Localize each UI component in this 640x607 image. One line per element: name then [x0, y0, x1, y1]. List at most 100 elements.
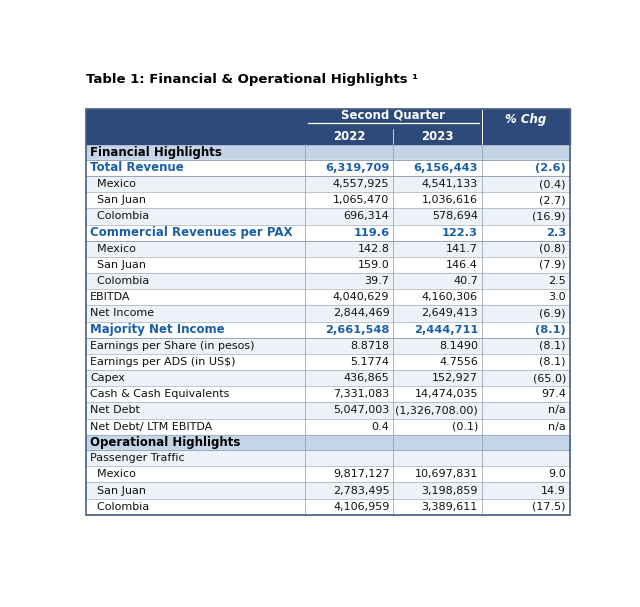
Text: 2,444,711: 2,444,711: [413, 325, 478, 334]
Text: 4,040,629: 4,040,629: [333, 293, 389, 302]
Text: 4.7556: 4.7556: [439, 357, 478, 367]
Text: Colombia: Colombia: [90, 211, 149, 222]
Text: 3.0: 3.0: [548, 293, 566, 302]
Bar: [86, 402, 570, 419]
Text: Table 1: Financial & Operational Highlights ¹: Table 1: Financial & Operational Highlig…: [86, 73, 419, 86]
Text: n/a: n/a: [548, 405, 566, 415]
Bar: [86, 109, 570, 129]
Text: Mexico: Mexico: [90, 244, 136, 254]
Text: (2.6): (2.6): [535, 163, 566, 173]
Text: 14.9: 14.9: [541, 486, 566, 495]
Text: 1,036,616: 1,036,616: [422, 195, 478, 205]
Bar: [86, 498, 570, 515]
Bar: [86, 109, 570, 515]
Bar: [86, 354, 570, 370]
Text: Total Revenue: Total Revenue: [90, 161, 184, 174]
Text: Passenger Traffic: Passenger Traffic: [90, 453, 185, 463]
Bar: [86, 225, 570, 241]
Text: 6,156,443: 6,156,443: [413, 163, 478, 173]
Text: 696,314: 696,314: [344, 211, 389, 222]
Text: Mexico: Mexico: [90, 179, 136, 189]
Text: 2.3: 2.3: [546, 228, 566, 237]
Bar: [86, 192, 570, 208]
Text: 2,844,469: 2,844,469: [333, 308, 389, 319]
Text: Net Debt/ LTM EBITDA: Net Debt/ LTM EBITDA: [90, 422, 212, 432]
Text: Net Debt: Net Debt: [90, 405, 140, 415]
Text: 0.4: 0.4: [372, 422, 389, 432]
Text: % Chg: % Chg: [505, 112, 547, 126]
Bar: [86, 160, 570, 176]
Text: San Juan: San Juan: [90, 486, 146, 495]
Text: (65.0): (65.0): [532, 373, 566, 383]
Text: 141.7: 141.7: [446, 244, 478, 254]
Bar: [86, 386, 570, 402]
Text: Commercial Revenues per PAX: Commercial Revenues per PAX: [90, 226, 292, 239]
Text: (8.1): (8.1): [540, 341, 566, 351]
Text: 14,474,035: 14,474,035: [415, 389, 478, 399]
Text: Net Income: Net Income: [90, 308, 154, 319]
Text: Financial Highlights: Financial Highlights: [90, 146, 222, 158]
Text: (1,326,708.00): (1,326,708.00): [395, 405, 478, 415]
Text: 578,694: 578,694: [432, 211, 478, 222]
Bar: [86, 419, 570, 435]
Text: San Juan: San Juan: [90, 195, 146, 205]
Bar: [86, 144, 570, 160]
Text: 9,817,127: 9,817,127: [333, 469, 389, 480]
Text: n/a: n/a: [548, 422, 566, 432]
Bar: [86, 483, 570, 498]
Text: (2.7): (2.7): [540, 195, 566, 205]
Text: Colombia: Colombia: [90, 276, 149, 286]
Bar: [86, 129, 570, 144]
Text: (0.1): (0.1): [452, 422, 478, 432]
Bar: [86, 257, 570, 273]
Text: 4,541,133: 4,541,133: [422, 179, 478, 189]
Text: 146.4: 146.4: [446, 260, 478, 270]
Text: San Juan: San Juan: [90, 260, 146, 270]
Text: 4,160,306: 4,160,306: [422, 293, 478, 302]
Bar: [86, 208, 570, 225]
Text: (17.5): (17.5): [532, 502, 566, 512]
Text: EBITDA: EBITDA: [90, 293, 131, 302]
Text: 4,557,925: 4,557,925: [333, 179, 389, 189]
Text: 2,661,548: 2,661,548: [325, 325, 389, 334]
Text: 142.8: 142.8: [357, 244, 389, 254]
Bar: [86, 273, 570, 289]
Text: 97.4: 97.4: [541, 389, 566, 399]
Text: Cash & Cash Equivalents: Cash & Cash Equivalents: [90, 389, 230, 399]
Bar: [86, 450, 570, 466]
Text: 159.0: 159.0: [358, 260, 389, 270]
Text: Second Quarter: Second Quarter: [341, 109, 445, 122]
Text: 5,047,003: 5,047,003: [333, 405, 389, 415]
Text: 7,331,083: 7,331,083: [333, 389, 389, 399]
Text: 436,865: 436,865: [344, 373, 389, 383]
Text: 122.3: 122.3: [442, 228, 478, 237]
Text: Capex: Capex: [90, 373, 125, 383]
Text: Majority Net Income: Majority Net Income: [90, 323, 225, 336]
Text: (0.8): (0.8): [540, 244, 566, 254]
Text: 2,649,413: 2,649,413: [421, 308, 478, 319]
Text: 4,106,959: 4,106,959: [333, 502, 389, 512]
Bar: [86, 176, 570, 192]
Text: 6,319,709: 6,319,709: [325, 163, 389, 173]
Bar: [86, 370, 570, 386]
Text: 152,927: 152,927: [432, 373, 478, 383]
Bar: [86, 241, 570, 257]
Text: (0.4): (0.4): [540, 179, 566, 189]
Text: 119.6: 119.6: [353, 228, 389, 237]
Text: 9.0: 9.0: [548, 469, 566, 480]
Bar: [86, 435, 570, 450]
Bar: [86, 305, 570, 322]
Text: 5.1774: 5.1774: [351, 357, 389, 367]
Text: 2022: 2022: [333, 131, 365, 143]
Text: (8.1): (8.1): [540, 357, 566, 367]
Text: Colombia: Colombia: [90, 502, 149, 512]
Bar: [86, 466, 570, 483]
Text: (8.1): (8.1): [535, 325, 566, 334]
Text: 1,065,470: 1,065,470: [333, 195, 389, 205]
Text: (6.9): (6.9): [540, 308, 566, 319]
Text: 8.8718: 8.8718: [350, 341, 389, 351]
Text: 2,783,495: 2,783,495: [333, 486, 389, 495]
Bar: [86, 337, 570, 354]
Text: 8.1490: 8.1490: [439, 341, 478, 351]
Text: (7.9): (7.9): [540, 260, 566, 270]
